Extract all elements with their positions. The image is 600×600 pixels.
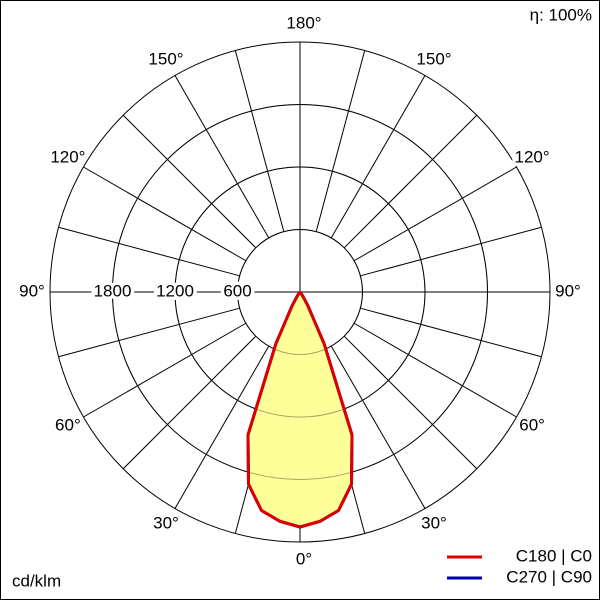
angle-tick-label: 60° xyxy=(519,415,545,434)
legend-label: C270 | C90 xyxy=(506,567,592,586)
angle-tick-label: 90° xyxy=(19,281,45,300)
grid-ring-over xyxy=(237,229,363,355)
spoke xyxy=(315,50,366,232)
area-fill xyxy=(247,292,300,527)
spoke xyxy=(174,75,270,239)
unit-label: cd/klm xyxy=(12,571,61,590)
grid-ring-over xyxy=(112,104,488,480)
spoke xyxy=(343,114,478,249)
legend-label: C180 | C0 xyxy=(516,546,592,565)
spoke xyxy=(343,335,478,470)
spoke xyxy=(353,322,517,418)
spoke xyxy=(330,75,426,239)
spoke xyxy=(83,166,247,262)
r-tick-label: 1200 xyxy=(156,281,194,300)
spoke xyxy=(122,335,257,470)
angle-tick-label: 0° xyxy=(296,549,312,568)
spoke xyxy=(360,226,542,277)
spoke xyxy=(174,345,270,509)
angle-tick-label: 150° xyxy=(416,49,451,68)
angle-tick-label: 90° xyxy=(555,281,581,300)
angle-tick-label: 120° xyxy=(515,147,550,166)
area-fill xyxy=(300,292,353,527)
spoke xyxy=(122,114,257,249)
angle-tick-label: 120° xyxy=(50,147,85,166)
efficiency: η: 100% xyxy=(530,5,592,24)
curves xyxy=(112,104,488,529)
r-tick-label: 1800 xyxy=(94,281,132,300)
spoke xyxy=(83,322,247,418)
spoke xyxy=(58,307,240,358)
grid-ring-over xyxy=(174,166,426,418)
labels: 600 1200 1800 0° 30° 30° 60° 60° 90° 90° 120° 120° 1… xyxy=(16,10,592,587)
r-tick-label: 600 xyxy=(223,281,251,300)
series-line xyxy=(246,291,302,529)
series-line xyxy=(298,291,354,529)
spoke xyxy=(58,226,240,277)
spoke xyxy=(360,307,542,358)
angle-tick-label: 30° xyxy=(421,514,447,533)
angle-tick-label: 180° xyxy=(286,13,321,32)
angle-tick-label: 30° xyxy=(153,514,179,533)
spoke xyxy=(330,345,426,509)
spoke xyxy=(353,166,517,262)
outer-ring xyxy=(49,41,551,543)
angle-tick-label: 60° xyxy=(55,415,81,434)
angle-tick-label: 150° xyxy=(148,49,183,68)
spoke xyxy=(234,50,285,232)
